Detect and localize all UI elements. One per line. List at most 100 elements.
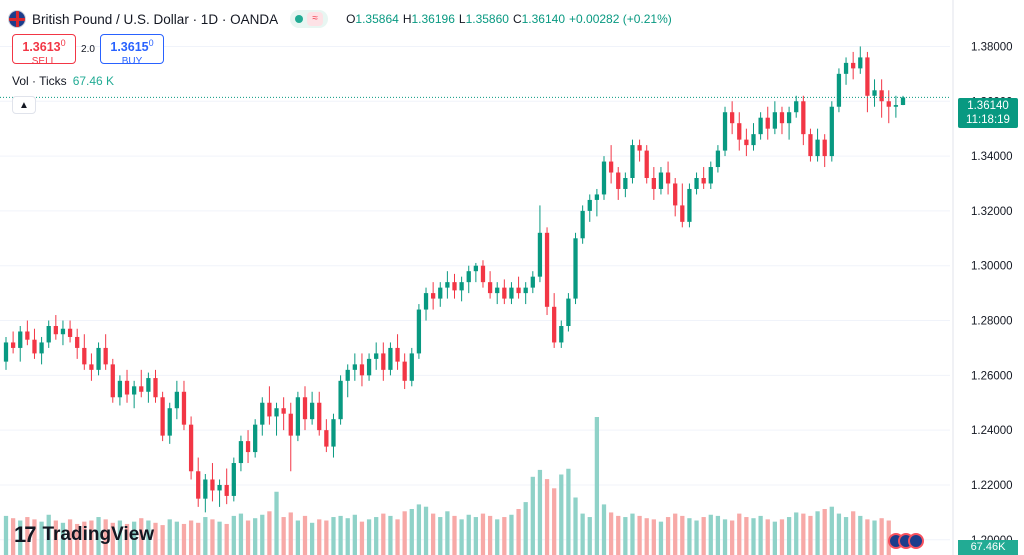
volume-bar	[281, 517, 286, 555]
candle-body	[302, 397, 308, 420]
candle-body	[480, 265, 486, 283]
volume-bar	[402, 511, 407, 555]
candle-body	[829, 106, 834, 157]
volume-bar	[552, 488, 557, 555]
last-price: 1.36140	[967, 100, 1009, 112]
candle-body	[324, 430, 329, 447]
volume-bar	[160, 525, 165, 555]
candle-body	[459, 282, 464, 291]
market-open-icon	[295, 15, 304, 23]
candle-body	[694, 178, 699, 189]
candle-body	[537, 232, 543, 277]
ohlc-high-value: 1.36196	[411, 12, 455, 26]
volume-bar	[651, 519, 656, 555]
volume-bar	[438, 517, 443, 555]
market-status[interactable]: ≈	[290, 10, 329, 28]
y-tick-label: 1.26000	[971, 370, 1013, 382]
candle-body	[238, 441, 244, 464]
volume-bar	[566, 468, 571, 555]
volume-bar	[260, 514, 265, 555]
volume-bar	[623, 517, 628, 555]
candle-body	[487, 282, 493, 294]
candle-body	[167, 408, 172, 436]
volume-bar	[502, 517, 507, 555]
volume-bar	[103, 519, 108, 555]
candle-body	[687, 188, 692, 222]
volume-bar	[274, 491, 279, 555]
candle-body	[587, 199, 592, 211]
volume-bar	[744, 517, 749, 555]
volume-bar	[608, 512, 614, 555]
buy-button[interactable]: 1.36150 BUY	[100, 34, 164, 66]
bar-countdown: 11:18:19	[966, 114, 1010, 126]
volume-bar	[708, 514, 713, 555]
candle-body	[822, 139, 827, 157]
economic-events[interactable]	[888, 533, 924, 549]
candle-body	[772, 112, 777, 129]
volume-bar	[146, 520, 151, 555]
volume-bar	[331, 517, 336, 555]
candle-body	[231, 463, 236, 496]
buy-price-sup: 0	[148, 38, 154, 48]
candle-body	[708, 167, 713, 184]
volume-bar	[32, 519, 37, 555]
volume-bar	[124, 523, 130, 555]
candle-body	[879, 90, 884, 102]
candle-body	[388, 347, 393, 370]
candle-body	[573, 238, 578, 299]
chevron-up-icon[interactable]: ▲	[12, 96, 36, 114]
volume-bar	[174, 521, 179, 555]
candle-body	[423, 293, 429, 310]
y-tick-label: 1.22000	[971, 480, 1013, 492]
candle-body	[779, 112, 785, 124]
volume-bar	[779, 519, 785, 555]
volume-bar	[309, 522, 315, 555]
volume-bar	[843, 517, 849, 555]
symbol-title[interactable]: British Pound / U.S. Dollar · 1D · OANDA	[32, 11, 279, 27]
candle-body	[53, 326, 58, 335]
candle-body	[872, 90, 877, 96]
sell-button[interactable]: 1.36130 SELL	[12, 34, 76, 66]
volume-bar	[217, 521, 222, 555]
volume-bar	[60, 522, 66, 555]
candle-body	[715, 150, 721, 168]
volume-legend[interactable]: Vol · Ticks 67.46 K	[12, 74, 114, 88]
candle-body	[673, 183, 678, 206]
tradingview-logo[interactable]: 17 TradingView	[14, 522, 154, 548]
volume-bar	[352, 514, 357, 555]
y-tick-label: 1.38000	[971, 41, 1013, 53]
volume-bar	[573, 497, 578, 555]
volume-bar	[537, 469, 543, 555]
ohlc-high-label: H	[402, 12, 412, 26]
y-tick-label: 1.28000	[971, 316, 1013, 328]
volume-bar	[374, 517, 379, 555]
volume-bar	[794, 512, 799, 555]
volume-bar	[139, 518, 144, 555]
candle-body	[701, 178, 706, 184]
volume-bar	[665, 517, 671, 555]
volume-bar	[196, 522, 201, 555]
ohlc-open-label: O	[346, 12, 356, 26]
candle-body	[18, 331, 23, 348]
candle-body	[210, 479, 215, 491]
volume-bar	[245, 520, 251, 555]
candle-body	[409, 353, 414, 381]
candle-body	[680, 205, 685, 222]
volume-bar	[765, 519, 770, 555]
volume-bar	[431, 513, 436, 555]
candle-body	[146, 378, 151, 392]
volume-bar	[67, 519, 73, 555]
event-flag-icon[interactable]	[908, 533, 924, 549]
volume-bar	[751, 518, 756, 555]
trade-panel: 1.36130 SELL 2.0 1.36150 BUY	[12, 34, 164, 66]
candle-body	[431, 293, 436, 299]
candle-body	[82, 347, 87, 365]
volume-bar	[395, 519, 400, 555]
candle-body	[865, 57, 870, 96]
candle-body	[758, 117, 763, 135]
volume-bar	[509, 514, 514, 555]
candle-body	[452, 282, 457, 291]
volume-bar	[487, 515, 493, 555]
